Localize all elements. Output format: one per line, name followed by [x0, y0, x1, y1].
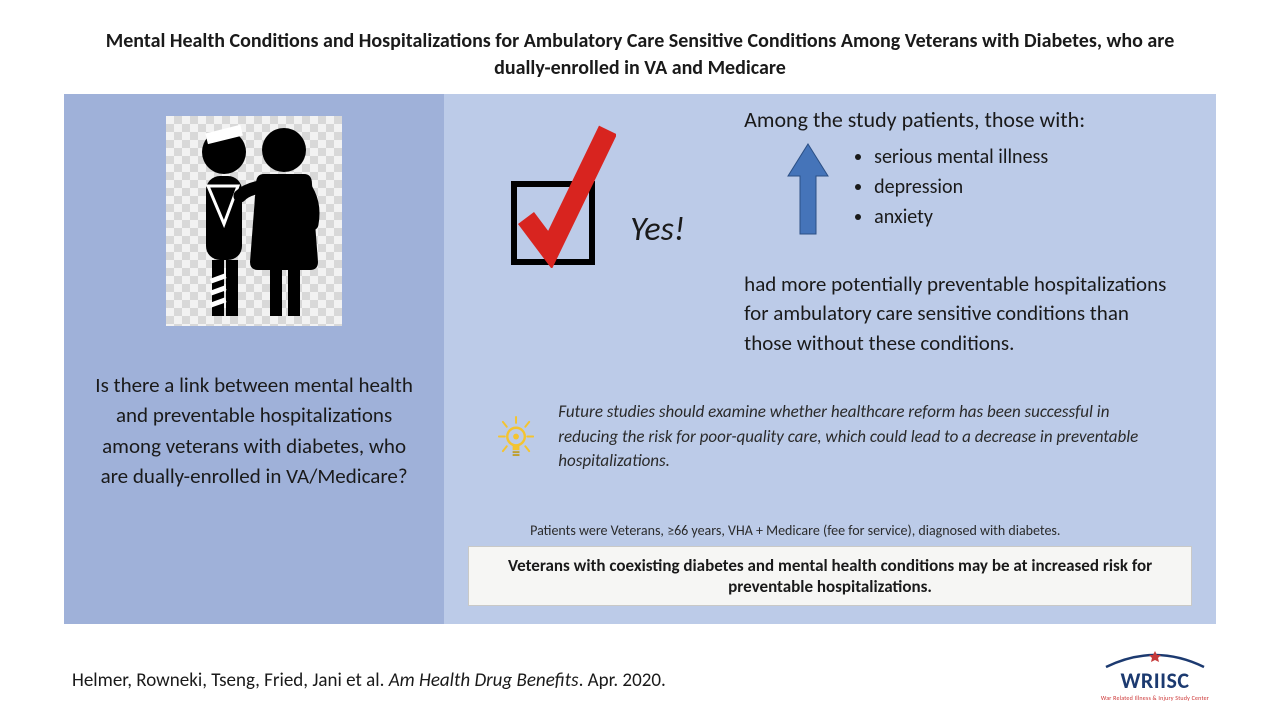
main-panel: Is there a link between mental health an… [64, 94, 1216, 624]
people-illustration [166, 116, 342, 326]
lightbulb-icon [498, 394, 534, 480]
right-panel: Yes! Among the study patients, those wit… [444, 94, 1216, 624]
left-panel: Is there a link between mental health an… [64, 94, 444, 624]
logo-arc-icon [1100, 649, 1210, 669]
logo-text: WRIISC [1100, 667, 1210, 694]
citation: Helmer, Rowneki, Tseng, Fried, Jani et a… [72, 669, 666, 692]
wriisc-logo: WRIISC War Related Illness & Injury Stud… [1100, 649, 1210, 702]
logo-subtitle: War Related Illness & Injury Study Cente… [1100, 694, 1210, 702]
conditions-list: serious mental illness depression anxiet… [856, 142, 1048, 232]
conclusion-banner: Veterans with coexisting diabetes and me… [468, 546, 1192, 606]
citation-date: . Apr. 2020. [579, 669, 666, 692]
research-question: Is there a link between mental health an… [88, 370, 420, 492]
future-studies-text: Future studies should examine whether he… [558, 400, 1168, 474]
list-item: depression [874, 172, 1048, 202]
arrow-bullets-row: serious mental illness depression anxiet… [786, 142, 1048, 242]
list-item: serious mental illness [874, 142, 1048, 172]
up-arrow-icon [786, 142, 830, 242]
patients-note: Patients were Veterans, ≥66 years, VHA +… [530, 522, 1168, 539]
page-title: Mental Health Conditions and Hospitaliza… [0, 0, 1280, 94]
citation-journal: Am Health Drug Benefits [389, 669, 579, 692]
yes-block: Yes! [506, 118, 685, 268]
list-item: anxiety [874, 202, 1048, 232]
checkbox-yes-icon [506, 118, 616, 268]
finding-body: had more potentially preventable hospita… [744, 270, 1168, 358]
patient-caregiver-icon [166, 116, 342, 326]
future-studies-row: Future studies should examine whether he… [498, 394, 1168, 480]
findings-heading: Among the study patients, those with: [744, 106, 1085, 133]
citation-authors: Helmer, Rowneki, Tseng, Fried, Jani et a… [72, 669, 384, 692]
yes-label: Yes! [630, 209, 685, 268]
